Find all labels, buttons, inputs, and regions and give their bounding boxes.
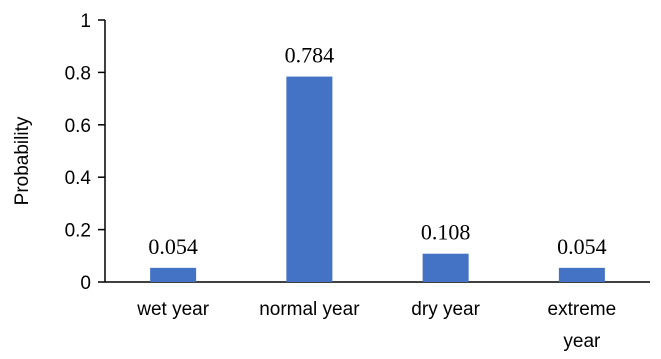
y-tick-label: 0.8: [65, 63, 91, 84]
bar: [422, 253, 469, 282]
data-labels: 0.054 0.784 0.108 0.054: [148, 43, 606, 259]
y-axis-title: Probability: [12, 116, 33, 205]
y-axis-ticks: 0 0.2 0.4 0.6 0.8 1: [65, 11, 105, 294]
bars: [150, 76, 605, 282]
bar: [558, 267, 605, 282]
y-tick-label: 0.4: [65, 168, 92, 189]
x-category-label: normal year: [259, 299, 360, 320]
data-label: 0.108: [421, 220, 471, 245]
data-label: 0.054: [148, 234, 198, 259]
y-tick-label: 0.2: [65, 221, 91, 242]
plot-area: 0 0.2 0.4 0.6 0.8 1 0.054 0.784 0.108 0.054 wet …: [65, 11, 650, 352]
data-label: 0.054: [557, 234, 607, 259]
bar: [150, 267, 197, 282]
data-label: 0.784: [285, 43, 335, 68]
x-category-label: dry year: [411, 299, 480, 320]
x-category-label: wet year: [136, 299, 209, 320]
y-tick-label: 0: [80, 273, 91, 294]
bar: [286, 76, 333, 282]
x-axis-category-labels: wet year normal year dry year extreme year: [136, 299, 616, 352]
x-category-label: extreme year: [548, 299, 617, 352]
y-tick-label: 1: [80, 11, 91, 32]
y-tick-label: 0.6: [65, 116, 91, 137]
